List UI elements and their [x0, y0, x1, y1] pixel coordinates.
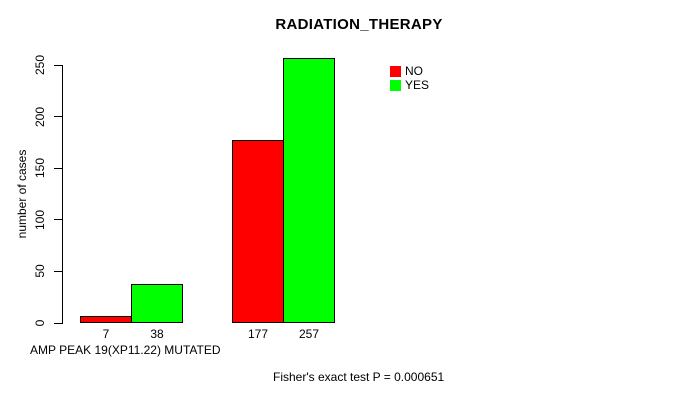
bar-value-label-38: 38	[150, 327, 164, 341]
legend-item-yes: YES	[390, 79, 429, 92]
bar-no-group2	[232, 140, 284, 323]
y-tick-label-50: 50	[33, 264, 47, 279]
y-tick-label-250: 250	[33, 54, 47, 76]
bar-value-label-7: 7	[102, 327, 110, 341]
chart-title: RADIATION_THERAPY	[275, 16, 443, 33]
y-tick-mark-50	[54, 270, 62, 272]
bar-value-label-257: 257	[298, 327, 320, 341]
fisher-test-annotation: Fisher's exact test P = 0.000651	[273, 370, 445, 384]
x-axis-label: AMP PEAK 19(XP11.22) MUTATED	[30, 343, 221, 357]
bar-yes-group1	[131, 284, 183, 323]
y-tick-label-0: 0	[33, 319, 47, 327]
legend-swatch-yes	[390, 80, 401, 91]
y-tick-mark-100	[54, 219, 62, 221]
legend-item-no: NO	[390, 65, 429, 78]
bar-value-label-177: 177	[247, 327, 269, 341]
legend-swatch-no	[390, 66, 401, 77]
bar-no-group1	[80, 316, 132, 323]
y-axis-line	[62, 65, 63, 324]
y-tick-label-200: 200	[33, 106, 47, 127]
legend-label-no: NO	[405, 64, 423, 78]
legend-label-yes: YES	[405, 78, 430, 92]
y-tick-mark-150	[54, 167, 62, 169]
y-axis-label: number of cases	[15, 149, 29, 239]
bar-yes-group2	[283, 58, 335, 323]
y-tick-label-100: 100	[33, 209, 47, 230]
y-tick-label-150: 150	[33, 158, 47, 179]
y-tick-mark-0	[54, 322, 62, 324]
legend: NO YES	[390, 65, 429, 93]
y-tick-mark-250	[54, 64, 62, 66]
y-tick-mark-200	[54, 116, 62, 118]
